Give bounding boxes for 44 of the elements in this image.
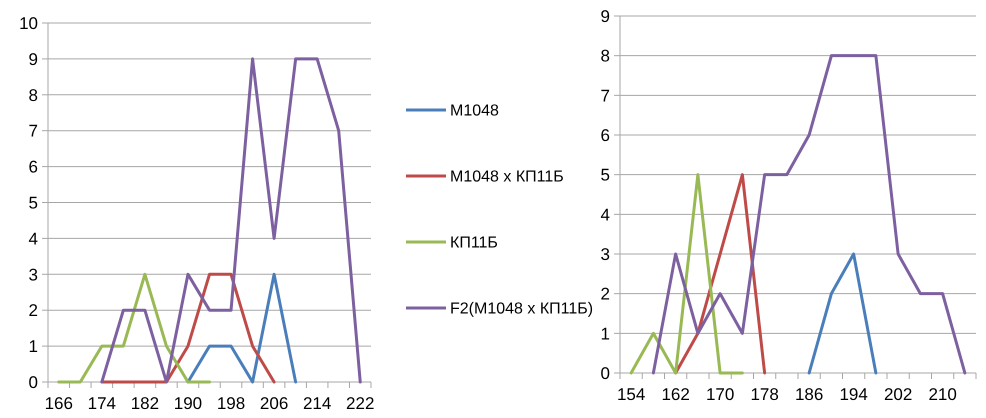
y-tick-label: 4 [600, 205, 610, 224]
x-tick-label: 182 [130, 394, 160, 413]
x-tick-label: 186 [794, 385, 824, 404]
y-tick-label: 0 [28, 372, 38, 392]
y-tick-label: 2 [28, 301, 38, 320]
x-tick-label: 162 [661, 385, 690, 404]
x-tick-label: 206 [260, 394, 288, 413]
y-tick-label: 10 [19, 14, 38, 33]
y-tick-label: 2 [600, 284, 610, 304]
y-tick-label: 9 [600, 6, 610, 26]
x-tick-label: 166 [44, 394, 73, 413]
y-tick-label: 6 [600, 126, 610, 145]
y-tick-label: 6 [28, 158, 38, 177]
y-tick-label: 7 [600, 86, 610, 106]
x-tick-label: 222 [346, 394, 374, 413]
x-tick-label: 202 [884, 385, 912, 404]
x-tick-label: 194 [839, 385, 868, 404]
x-tick-label: 170 [706, 385, 734, 404]
line-series [652, 54, 966, 374]
y-tick-label: 3 [600, 244, 610, 264]
y-tick-label: 5 [28, 193, 38, 212]
legend-label: M1048 x КП11Б [450, 168, 564, 186]
y-tick-label: 3 [28, 265, 38, 284]
y-tick-label: 4 [28, 229, 38, 248]
y-tick-label: 9 [28, 50, 38, 69]
x-tick-label: 214 [302, 394, 332, 413]
line-series [674, 173, 766, 374]
y-tick-label: 1 [28, 337, 38, 356]
x-tick-label: 178 [750, 385, 779, 404]
y-tick-label: 5 [600, 166, 610, 185]
legend-label: M1048 [450, 102, 500, 120]
x-tick-label: 210 [928, 385, 957, 404]
y-tick-label: 1 [600, 324, 610, 344]
line-series [100, 57, 362, 384]
y-tick-label: 7 [28, 122, 38, 141]
x-tick-label: 190 [174, 394, 202, 413]
y-tick-label: 8 [28, 86, 38, 105]
y-tick-label: 8 [600, 46, 610, 66]
x-tick-label: 154 [616, 385, 646, 404]
x-tick-label: 198 [216, 394, 246, 413]
legend-label: КП11Б [450, 234, 498, 252]
legend-label: F2(M1048 x КП11Б) [450, 300, 594, 318]
y-tick-label: 0 [600, 364, 610, 383]
x-tick-label: 174 [88, 394, 116, 413]
